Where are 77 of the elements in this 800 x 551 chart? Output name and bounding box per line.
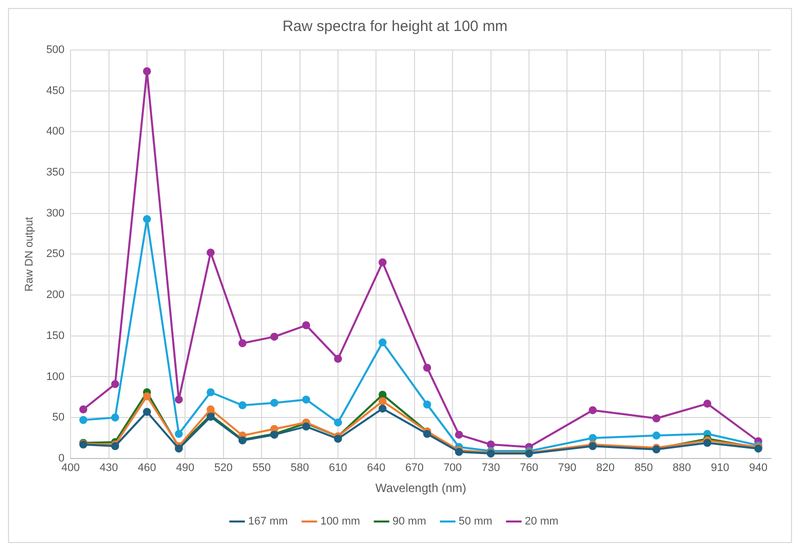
x-tick-label: 790 bbox=[558, 462, 576, 474]
point bbox=[378, 404, 387, 413]
y-tick-label: 50 bbox=[52, 412, 65, 424]
point bbox=[174, 430, 183, 438]
x-tick-label: 430 bbox=[100, 462, 118, 474]
point bbox=[423, 400, 432, 408]
x-tick-label: 670 bbox=[405, 462, 424, 474]
x-tick-label: 730 bbox=[482, 462, 500, 474]
point bbox=[703, 438, 712, 447]
point bbox=[79, 405, 88, 414]
legend-label: 20 mm bbox=[524, 516, 558, 528]
point bbox=[142, 408, 151, 416]
legend-label: 100 mm bbox=[320, 516, 360, 528]
point bbox=[206, 248, 215, 257]
x-tick-label: 880 bbox=[672, 462, 692, 474]
x-tick-label: 640 bbox=[367, 462, 386, 474]
y-tick-label: 0 bbox=[58, 452, 65, 464]
point bbox=[238, 339, 246, 348]
point bbox=[270, 398, 278, 407]
point bbox=[238, 401, 246, 410]
point bbox=[378, 258, 387, 266]
point bbox=[378, 397, 387, 406]
point bbox=[79, 416, 88, 424]
point bbox=[142, 392, 151, 400]
point bbox=[302, 321, 310, 330]
x-tick-label: 940 bbox=[749, 462, 768, 474]
x-tick-label: 760 bbox=[520, 462, 538, 474]
y-tick-label: 400 bbox=[46, 126, 65, 138]
legend-label: 90 mm bbox=[392, 516, 426, 528]
point bbox=[142, 67, 151, 76]
point bbox=[334, 418, 342, 426]
x-tick-label: 520 bbox=[214, 462, 233, 474]
legend-label: 50 mm bbox=[458, 516, 492, 528]
point bbox=[423, 430, 432, 438]
legend-label: 167 mm bbox=[248, 516, 288, 528]
x-tick-label: 910 bbox=[710, 462, 730, 474]
point bbox=[652, 414, 660, 422]
x-tick-label: 490 bbox=[176, 462, 194, 474]
y-tick-label: 150 bbox=[46, 330, 65, 342]
point bbox=[111, 380, 120, 388]
point bbox=[334, 434, 342, 443]
x-tick-label: 460 bbox=[138, 462, 156, 474]
x-tick-label: 580 bbox=[290, 462, 309, 474]
chart-title: Raw spectra for height at 100 mm bbox=[282, 18, 508, 36]
point bbox=[588, 406, 597, 414]
x-tick-label: 850 bbox=[634, 462, 653, 474]
point bbox=[302, 396, 310, 404]
point bbox=[454, 430, 463, 439]
y-tick-label: 300 bbox=[46, 207, 65, 220]
y-tick-label: 250 bbox=[46, 248, 65, 260]
x-axis-title: Wavelength (nm) bbox=[375, 481, 466, 496]
point bbox=[703, 400, 712, 408]
point bbox=[588, 434, 597, 442]
point bbox=[142, 215, 151, 224]
point bbox=[302, 422, 310, 431]
x-tick-label: 700 bbox=[443, 462, 462, 474]
point bbox=[486, 440, 495, 449]
point bbox=[378, 390, 387, 399]
point bbox=[206, 405, 215, 414]
y-tick-label: 350 bbox=[46, 166, 65, 179]
y-tick-label: 500 bbox=[46, 44, 65, 56]
point bbox=[206, 388, 215, 396]
y-axis-title: Raw DN output bbox=[24, 216, 36, 292]
x-tick-label: 400 bbox=[61, 462, 80, 474]
y-tick-label: 200 bbox=[46, 289, 65, 302]
point bbox=[111, 414, 120, 422]
x-tick-label: 820 bbox=[596, 462, 615, 474]
point bbox=[334, 354, 342, 363]
point bbox=[378, 338, 387, 346]
point bbox=[270, 332, 278, 341]
point bbox=[423, 364, 432, 372]
point bbox=[652, 432, 660, 440]
x-tick-label: 550 bbox=[252, 462, 271, 474]
x-tick-label: 610 bbox=[328, 462, 348, 474]
y-tick-label: 100 bbox=[46, 370, 65, 383]
y-tick-label: 450 bbox=[46, 84, 65, 97]
point bbox=[174, 396, 183, 404]
